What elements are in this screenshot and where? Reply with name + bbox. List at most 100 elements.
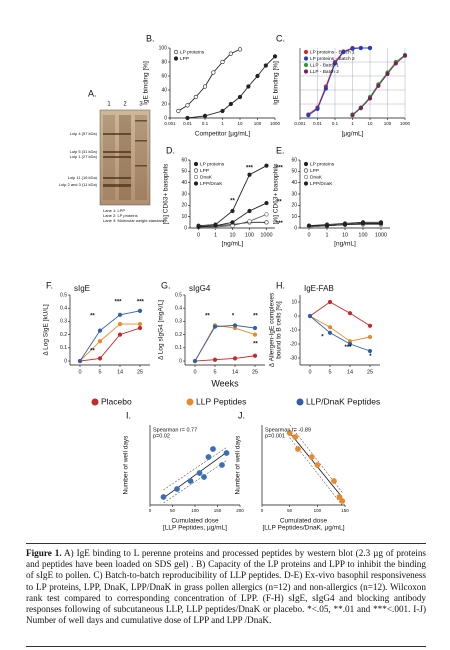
series-line — [194, 324, 256, 362]
data-point — [306, 223, 312, 228]
data-point — [228, 51, 233, 56]
y-tick-label: -30 — [290, 355, 297, 361]
data-point — [202, 113, 208, 118]
x-tick-label: 100 — [314, 508, 322, 513]
panel-label: F. — [46, 280, 53, 290]
x-axis-label: [µg/mL] — [342, 131, 364, 138]
x-tick-label: 150 — [214, 508, 222, 513]
data-point — [205, 454, 212, 460]
legend-marker — [296, 398, 304, 406]
x-tick-label: 0 — [193, 369, 196, 375]
data-point — [185, 115, 190, 121]
chart-panel: D.[%] CD63+ basophils[ng/mL]010203040506… — [163, 145, 284, 247]
data-point — [230, 220, 235, 225]
data-point — [358, 45, 363, 51]
x-tick-label: 100 — [245, 232, 254, 238]
data-point — [246, 84, 251, 89]
x-tick-label: 0.001 — [164, 121, 176, 126]
data-point — [212, 324, 218, 329]
panel-label: G. — [161, 280, 171, 290]
x-tick-label: 1000 — [400, 121, 411, 126]
y-tick-label: 0 — [164, 115, 167, 121]
x-tick-label: 0 — [261, 508, 264, 513]
data-point — [237, 94, 243, 100]
significance: *** — [276, 166, 284, 172]
data-point — [247, 219, 252, 224]
data-point — [327, 330, 333, 335]
x-tick-label: 1000 — [270, 121, 281, 126]
gel-lane — [135, 115, 147, 200]
x-tick-label: 10 — [342, 232, 348, 238]
data-point — [160, 494, 167, 500]
annotation: p=0.02 — [153, 433, 170, 439]
fit-band — [163, 447, 227, 491]
legend-marker — [303, 56, 309, 61]
data-point — [255, 73, 260, 79]
legend-label: LP proteins — [180, 49, 205, 55]
legend-marker — [303, 161, 309, 167]
data-point — [137, 321, 143, 327]
x-axis-label: [LLP Peptides, µg/mL] — [163, 525, 227, 532]
x-tick-label: 50 — [170, 508, 176, 513]
band-label: Lolp 4 (57 kDa) — [70, 131, 98, 136]
data-point — [228, 101, 233, 107]
significance: ** — [253, 314, 258, 320]
x-tick-label: 0 — [78, 369, 81, 375]
significance: ** — [90, 349, 95, 355]
gel-band — [135, 140, 147, 142]
data-point — [331, 478, 337, 484]
data-point — [264, 220, 269, 225]
gel-band — [135, 120, 147, 122]
panel-label: D. — [166, 145, 175, 155]
data-point — [314, 462, 321, 468]
x-tick-label: 1 — [214, 232, 217, 238]
panel-label: C. — [276, 33, 285, 43]
series-line — [194, 355, 256, 362]
y-tick-label: 100 — [159, 45, 168, 51]
series-line — [79, 310, 141, 362]
data-point — [137, 325, 143, 331]
x-tick-label: 10 — [229, 232, 235, 238]
y-tick-label: 60 — [181, 157, 187, 163]
significance: *** — [137, 300, 145, 306]
y-tick-label: 40 — [181, 180, 187, 186]
significance: ** — [90, 314, 95, 320]
data-point — [336, 494, 343, 500]
legend-label: LLP/DnaK Peptides — [306, 396, 380, 406]
legend-marker — [303, 49, 309, 55]
annotation: Spearman r= -0.89 — [265, 427, 311, 433]
legend-label: LPP/DnaK — [310, 181, 333, 187]
data-point — [97, 356, 103, 361]
panel-label: I. — [126, 410, 131, 420]
legend-marker — [193, 168, 199, 173]
significance: *** — [114, 300, 122, 306]
caption-label: Figure 1. — [26, 548, 62, 558]
x-tick-label: 1 — [325, 232, 328, 238]
y-tick-label: 0.4 — [175, 306, 182, 312]
chart-panel: J. Number of well days Cumulated dose[LLP … — [235, 410, 350, 531]
x-tick-label: 100 — [191, 508, 199, 513]
y-axis-label: IgE binding [%] — [143, 61, 150, 105]
y-tick-label: 0.3 — [175, 319, 182, 325]
x-tick-label: 1000 — [375, 232, 387, 238]
legend-label: LP proteins - Batch 1 — [310, 49, 355, 55]
chart-panel: H. IgE-FAB Δ Allergen-IgE complexes bound t… — [269, 280, 380, 375]
legend-label: LP proteins — [310, 161, 335, 167]
significance: ** — [253, 342, 258, 348]
chart-panel: F. sIgE Δ Log SIgE [kU/L] 0 0.1 0.2 0.3 0.4 0.5 0… — [43, 280, 150, 375]
y-tick-label: 10 — [291, 299, 297, 305]
panel-label: J. — [238, 410, 245, 420]
band-label: Lolp 11 (16 kDa) — [68, 175, 98, 180]
data-point — [220, 59, 225, 65]
legend-marker — [186, 398, 194, 406]
legend-marker — [303, 181, 309, 186]
data-point — [176, 108, 181, 114]
legend-marker — [303, 69, 309, 74]
data-point — [341, 50, 346, 55]
data-point — [196, 224, 201, 229]
y-tick-label: 50 — [291, 169, 297, 175]
y-tick-label: 0 — [64, 358, 67, 364]
legend-label: LLP Peptides — [196, 396, 246, 406]
data-point — [323, 86, 328, 91]
